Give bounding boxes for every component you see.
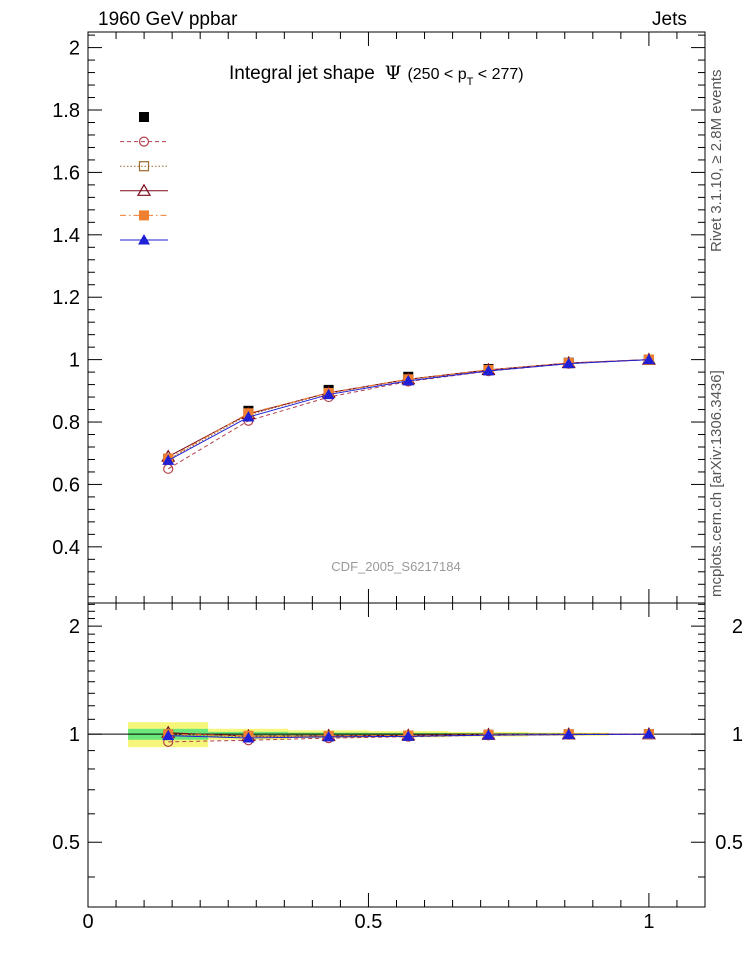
- ratio-data-point: [242, 731, 255, 743]
- legend: [120, 112, 168, 245]
- data-point: [242, 411, 255, 422]
- ratio-series-4: [162, 728, 655, 743]
- ratio-data-point: [322, 730, 335, 742]
- y-tick-label: 2: [69, 38, 80, 60]
- y-tick-label: 1.4: [52, 225, 80, 247]
- y-tick-label: 1.2: [52, 287, 80, 309]
- series-4: [163, 354, 654, 464]
- ratio-y-tick-label: 2: [69, 616, 80, 638]
- series-3: [161, 352, 656, 462]
- y-tick-label: 1.6: [52, 162, 80, 184]
- header-right: Jets: [652, 9, 687, 30]
- ratio-data-point: [402, 730, 415, 741]
- main-panel: 0.4 0.6 0.8 1 1.2 1.4 1.6 1.8 2 Integral jet shap…: [52, 31, 706, 604]
- x-tick-label: 0.5: [355, 911, 383, 933]
- analysis-watermark: CDF_2005_S6217184: [331, 559, 460, 574]
- legend-entry: [120, 183, 168, 196]
- y-tick-label: 0.8: [52, 412, 80, 434]
- ratio-y-tick-label-right: 2: [732, 616, 743, 638]
- legend-marker: [139, 112, 149, 122]
- ratio-data-point: [482, 729, 495, 740]
- x-tick-label: 1: [643, 911, 654, 933]
- series-2: [163, 354, 655, 465]
- ratio-data-point: [642, 728, 655, 739]
- legend-entry: [139, 112, 149, 122]
- ratio-y-tick-label-right: 0.5: [715, 832, 743, 854]
- ratio-data-point: [562, 728, 575, 740]
- legend-marker: [139, 210, 149, 221]
- legend-marker: [136, 183, 152, 196]
- chart-title: Integral jet shape Ψ (250 < pT < 277): [229, 62, 524, 88]
- ratio-data-point: [162, 729, 175, 741]
- legend-marker: [138, 161, 150, 172]
- data-point: [162, 454, 175, 465]
- series-0: [163, 354, 654, 464]
- ratio-panel: 0 0.5 1 0.5 0.5 1 1 2 2: [52, 602, 743, 933]
- data-point: [642, 353, 655, 365]
- legend-entry: [120, 136, 168, 147]
- legend-entry: [120, 161, 168, 172]
- data-point: [482, 364, 495, 376]
- series-5: [162, 353, 655, 465]
- data-point: [322, 388, 335, 400]
- ratio-y-tick-label: 1: [69, 724, 80, 746]
- ratio-y-tick-label: 0.5: [52, 832, 80, 854]
- legend-marker: [138, 234, 150, 245]
- y-tick-label: 0.6: [52, 474, 80, 496]
- data-point: [562, 357, 575, 369]
- data-point: [402, 374, 415, 386]
- ratio-y-tick-label-right: 1: [732, 724, 743, 746]
- legend-entry: [120, 210, 168, 221]
- main-frame: [87, 31, 706, 604]
- y-tick-label: 0.4: [52, 537, 80, 559]
- ratio-frame: [87, 602, 706, 908]
- y-tick-label: 1.8: [52, 100, 80, 122]
- y-tick-label: 1: [69, 350, 80, 372]
- legend-marker: [138, 136, 150, 147]
- header-left: 1960 GeV ppbar: [98, 9, 238, 30]
- x-tick-label: 0: [82, 911, 93, 933]
- legend-entry: [120, 234, 168, 245]
